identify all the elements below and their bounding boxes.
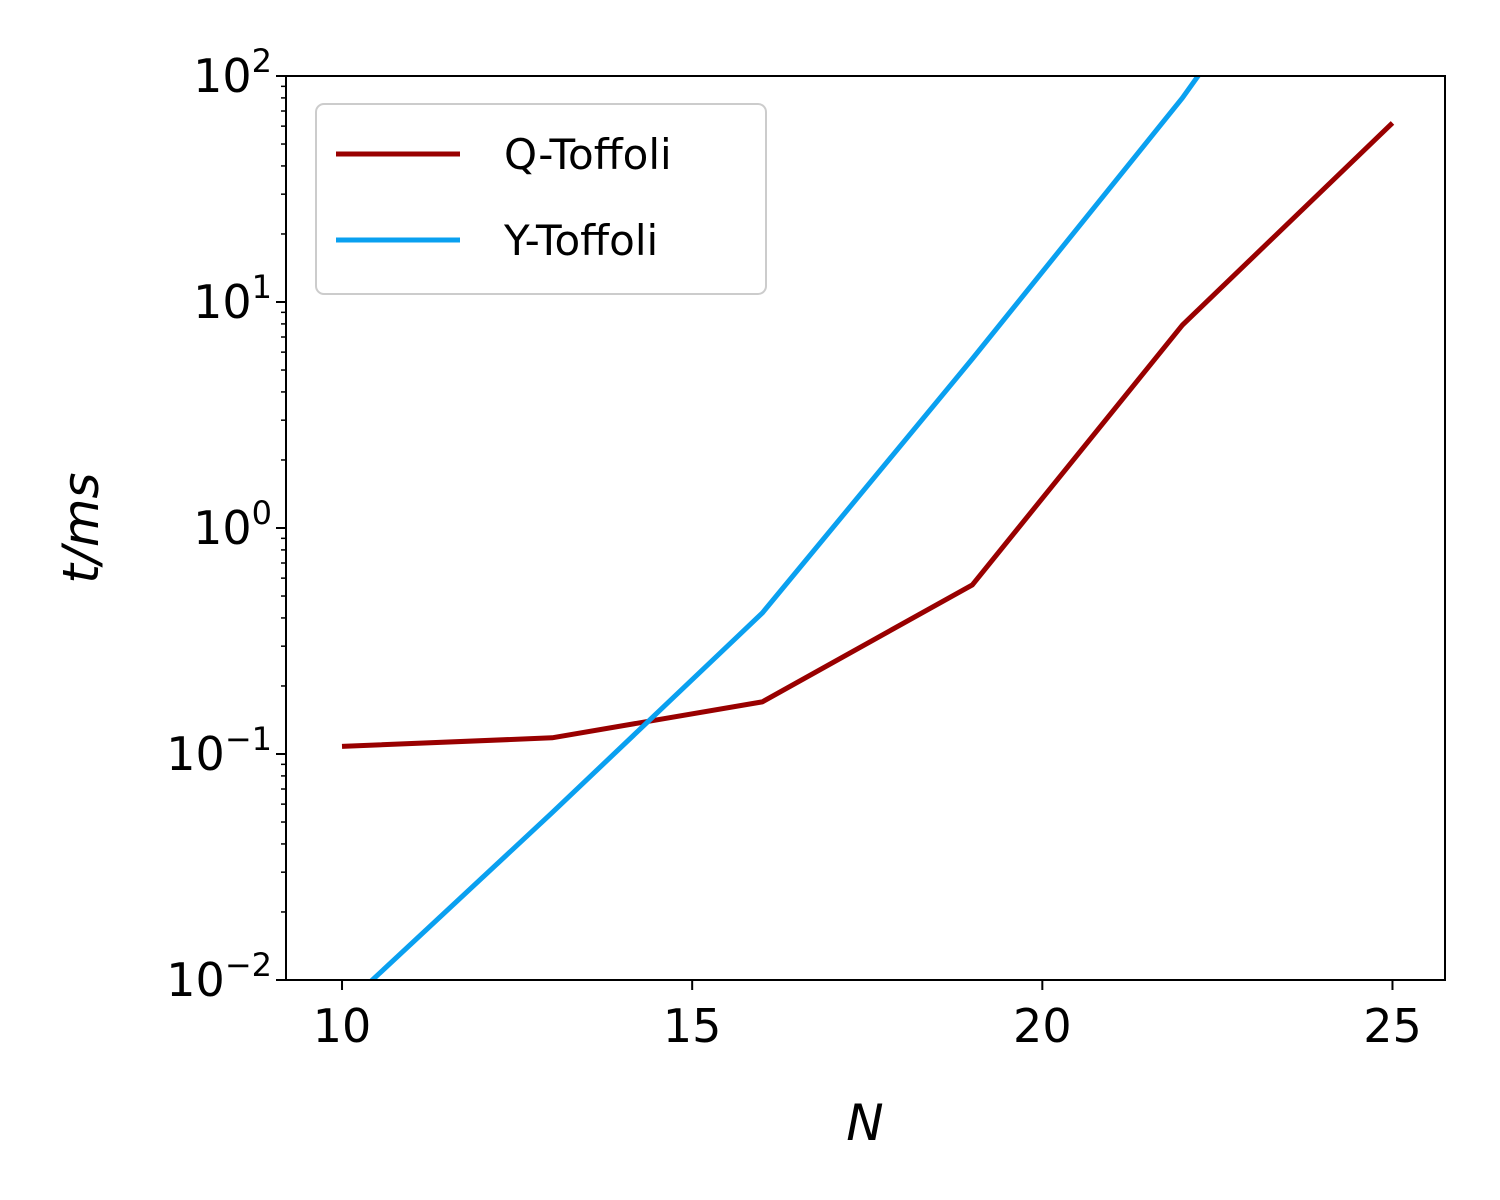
x-axis-title: N <box>846 1094 883 1152</box>
x-tick-label-1: 10 <box>313 999 372 1053</box>
legend-label-2: Y-Toffoli <box>503 216 658 265</box>
y-tick-label-3: 100 <box>193 494 272 555</box>
y-tick-label-5: 102 <box>193 42 272 103</box>
y-axis-title: t/ms <box>52 472 110 583</box>
y-tick-label-4: 101 <box>193 268 272 329</box>
legend-label-1: Q-Toffoli <box>504 130 672 179</box>
y-tick-label-1: 10−2 <box>166 946 272 1007</box>
series-line-2 <box>368 76 1202 980</box>
series-line-1 <box>341 121 1395 749</box>
legend: Q-Toffoli Y-Toffoli <box>315 103 767 295</box>
series-layer <box>341 76 1395 980</box>
y-tick-label-2: 10−1 <box>166 720 272 781</box>
ticks-layer: 10 15 20 25 10−2 10−1 100 101 102 <box>166 42 1421 1053</box>
x-tick-label-4: 25 <box>1363 999 1422 1053</box>
x-tick-label-2: 15 <box>663 999 722 1053</box>
x-tick-label-3: 20 <box>1013 999 1072 1053</box>
